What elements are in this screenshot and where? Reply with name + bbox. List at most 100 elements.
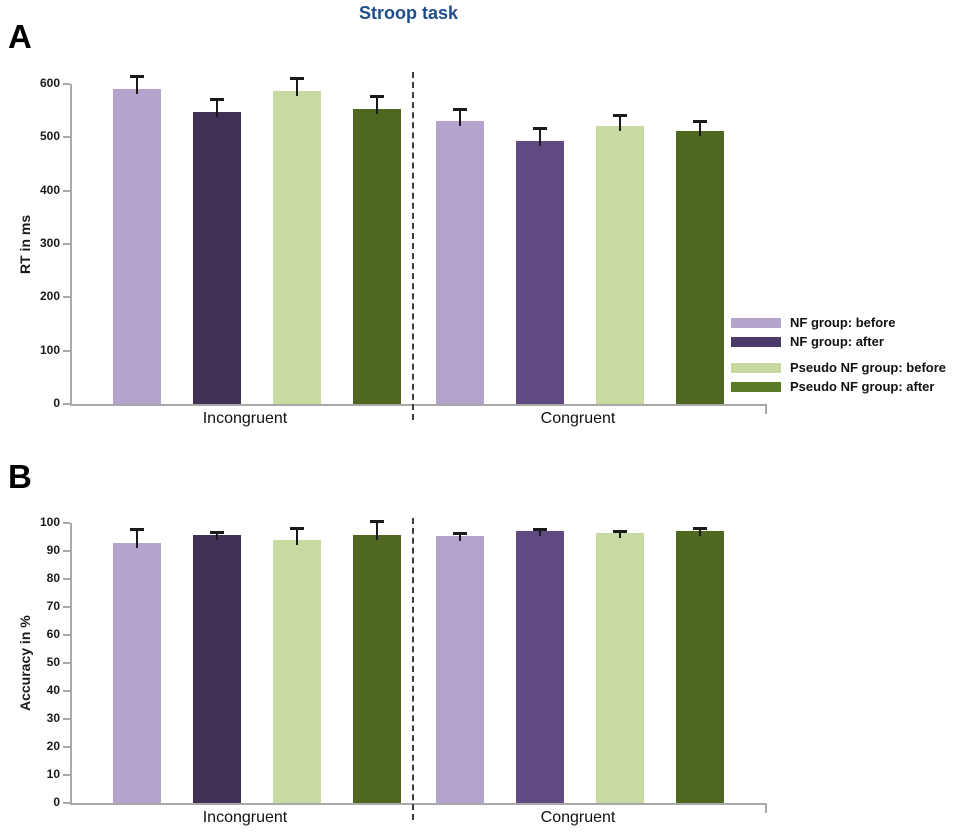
error-bar-cap — [693, 119, 707, 123]
y-tick-mark — [63, 634, 70, 636]
condition-divider-dashed-line — [412, 518, 414, 820]
y-tick-mark — [63, 296, 70, 299]
panel-b-label: B — [8, 458, 32, 495]
legend-item: NF group: before — [731, 315, 957, 330]
bar — [516, 141, 564, 404]
error-bar — [699, 529, 701, 536]
error-bar-cap — [533, 527, 547, 531]
x-category-label-incongruent: Incongruent — [202, 410, 288, 427]
error-bar — [459, 533, 461, 541]
error-bar — [215, 532, 218, 540]
bar — [352, 109, 401, 404]
panel-a-label: A — [8, 18, 32, 55]
y-tick-label: 500 — [39, 129, 60, 144]
error-bar-cap — [289, 527, 304, 531]
y-tick-mark — [63, 550, 70, 552]
error-bar-cap — [289, 77, 304, 81]
y-tick-label: 70 — [46, 599, 60, 613]
y-tick-label: 60 — [46, 627, 60, 641]
error-bar — [699, 121, 701, 137]
legend-item: NF group: after — [731, 334, 957, 349]
y-tick-label: 50 — [46, 655, 60, 669]
y-tick-mark — [63, 774, 70, 776]
x-category-label-incongruent: Incongruent — [202, 809, 288, 826]
y-tick-label: 200 — [39, 289, 60, 304]
bar — [436, 535, 484, 803]
legend-swatch-pseudo-before — [731, 362, 781, 373]
y-tick-mark — [63, 522, 70, 524]
error-bar — [539, 129, 541, 147]
error-bar — [295, 529, 298, 546]
y-tick-label: 90 — [46, 543, 60, 557]
y-tick-mark — [63, 189, 70, 192]
y-tick-mark — [63, 690, 70, 692]
plot-area-accuracy: 0 10 20 30 40 50 60 70 80 90 100 — [40, 515, 767, 813]
error-bar — [375, 521, 378, 541]
x-axis-end-tick — [765, 405, 767, 414]
y-tick-label: 40 — [46, 683, 60, 697]
error-bar — [135, 76, 138, 95]
y-tick-mark — [63, 136, 70, 139]
legend-label: NF group: after — [790, 334, 884, 349]
x-category-label-congruent: Congruent — [540, 809, 616, 826]
y-tick-mark — [63, 718, 70, 720]
y-tick-label: 600 — [39, 76, 60, 90]
bar — [272, 540, 321, 803]
y-tick-label: 100 — [39, 515, 60, 529]
figure-title: Stroop task — [358, 3, 459, 23]
error-bar — [215, 100, 218, 117]
error-bar — [295, 79, 298, 97]
x-axis-end-tick — [765, 804, 767, 813]
bar — [112, 542, 161, 803]
error-bar-cap — [369, 519, 384, 523]
y-tick-mark — [63, 243, 70, 245]
y-tick-label: 0 — [53, 795, 60, 809]
bar — [192, 534, 241, 803]
bar — [596, 533, 644, 803]
bar — [676, 131, 724, 404]
y-tick-mark — [63, 606, 70, 608]
legend-label: NF group: before — [790, 315, 896, 330]
legend-label: Pseudo NF group: after — [790, 379, 935, 394]
error-bar-cap — [129, 74, 144, 78]
y-tick-mark — [63, 83, 70, 85]
error-bar-cap — [613, 114, 627, 117]
y-tick-mark — [63, 802, 70, 804]
y-tick-label: 20 — [46, 739, 60, 753]
y-tick-mark — [63, 578, 70, 580]
bar — [436, 120, 484, 404]
error-bar-cap — [693, 527, 707, 531]
y-tick-label: 80 — [46, 571, 60, 585]
bar — [352, 535, 401, 803]
error-bar — [619, 531, 621, 539]
y-tick-label: 30 — [46, 711, 60, 725]
error-bar-cap — [129, 528, 144, 531]
y-tick-label: 400 — [39, 182, 60, 197]
bar — [272, 91, 321, 404]
legend: NF group: before NF group: after Pseudo … — [731, 315, 957, 398]
legend-label: Pseudo NF group: before — [790, 360, 946, 375]
y-tick-mark — [63, 662, 70, 664]
error-bar-cap — [369, 94, 384, 98]
y-tick-mark — [63, 349, 70, 352]
legend-item: Pseudo NF group: before — [731, 360, 957, 375]
error-bar-cap — [453, 531, 467, 535]
y-tick-mark — [63, 403, 70, 405]
x-axis-end-extension — [758, 803, 767, 805]
error-bar-cap — [209, 98, 224, 101]
error-bar — [619, 116, 621, 131]
condition-divider-dashed-line — [412, 72, 414, 420]
error-bar — [459, 109, 461, 126]
error-bar — [135, 530, 138, 548]
bar — [192, 111, 241, 404]
y-tick-label: 0 — [53, 396, 60, 410]
bar — [596, 125, 644, 404]
y-tick-label: 300 — [39, 236, 60, 250]
plot-area-rt: 0 100 200 300 400 500 600 — [40, 74, 767, 414]
y-tick-label: 100 — [39, 342, 60, 357]
legend-item: Pseudo NF group: after — [731, 379, 957, 394]
error-bar — [375, 96, 378, 115]
error-bar-cap — [209, 530, 224, 534]
error-bar-cap — [533, 127, 547, 131]
